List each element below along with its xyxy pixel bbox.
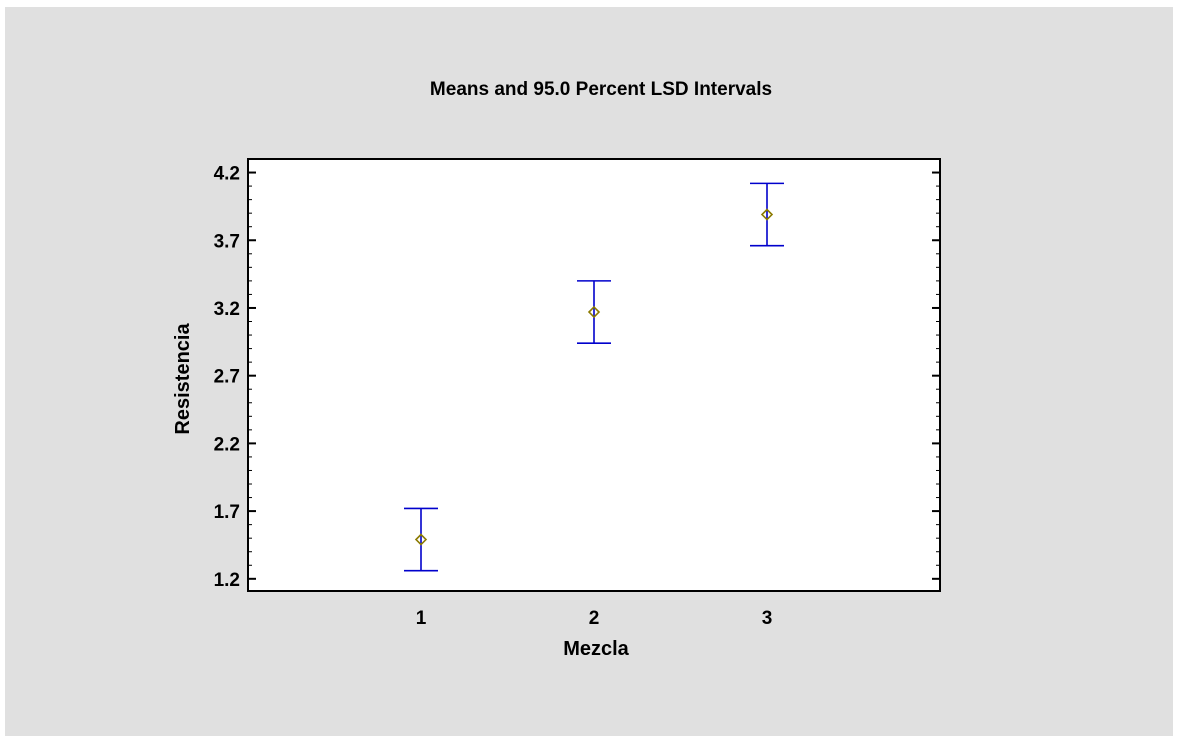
x-axis-label: Mezcla [563,638,629,660]
y-tick-label: 3.2 [214,299,240,320]
y-tick-label: 2.7 [214,367,240,388]
y-tick-label: 3.7 [214,231,240,252]
mean-marker [760,208,774,221]
y-tick-label: 2.2 [214,434,240,455]
means-lsd-chart: Means and 95.0 Percent LSD Intervals 1.2… [172,79,941,660]
mean-marker [414,533,428,546]
y-tick-label: 4.2 [214,164,240,185]
interval-marks [404,182,784,572]
x-axis-ticks: 1 2 3 [416,608,773,629]
y-axis-ticks: 1.2 1.7 2.2 2.7 3.2 3.7 4.2 [214,158,940,591]
y-tick-label: 1.2 [214,570,240,591]
x-tick-label: 2 [589,608,600,629]
y-axis-label: Resistencia [172,323,194,435]
mean-marker [587,305,601,319]
plot-area [247,158,941,592]
chart-panel: Means and 95.0 Percent LSD Intervals 1.2… [5,7,1173,736]
x-tick-label: 3 [762,608,773,629]
x-tick-label: 1 [416,608,427,629]
chart-title: Means and 95.0 Percent LSD Intervals [430,79,772,100]
y-tick-label: 1.7 [214,502,240,523]
